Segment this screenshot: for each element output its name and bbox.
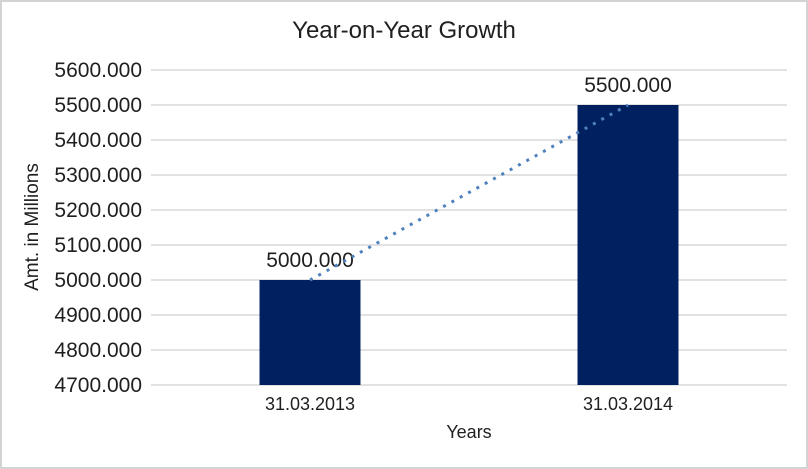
y-tick-label: 5000.000 xyxy=(54,269,142,292)
chart-title: Year-on-Year Growth xyxy=(292,17,516,44)
y-tick-label: 5300.000 xyxy=(54,164,142,187)
bar-data-label: 5000.000 xyxy=(266,249,354,272)
x-tick-label: 31.03.2014 xyxy=(583,394,673,414)
bar-data-label: 5500.000 xyxy=(584,74,672,97)
trendline[interactable] xyxy=(309,103,629,282)
y-tick-label: 4800.000 xyxy=(54,339,142,362)
y-tick-label: 5200.000 xyxy=(54,199,142,222)
bar[interactable] xyxy=(577,105,679,385)
y-tick-label: 4900.000 xyxy=(54,304,142,327)
y-tick-label: 4700.000 xyxy=(54,374,142,397)
bar[interactable] xyxy=(259,280,361,385)
x-axis-title: Years xyxy=(446,422,492,442)
y-tick-label: 5500.000 xyxy=(54,94,142,117)
y-tick-label: 5600.000 xyxy=(54,59,142,82)
y-tick-label: 5100.000 xyxy=(54,234,142,257)
y-tick-label: 5400.000 xyxy=(54,129,142,152)
x-tick-label: 31.03.2013 xyxy=(265,394,355,414)
